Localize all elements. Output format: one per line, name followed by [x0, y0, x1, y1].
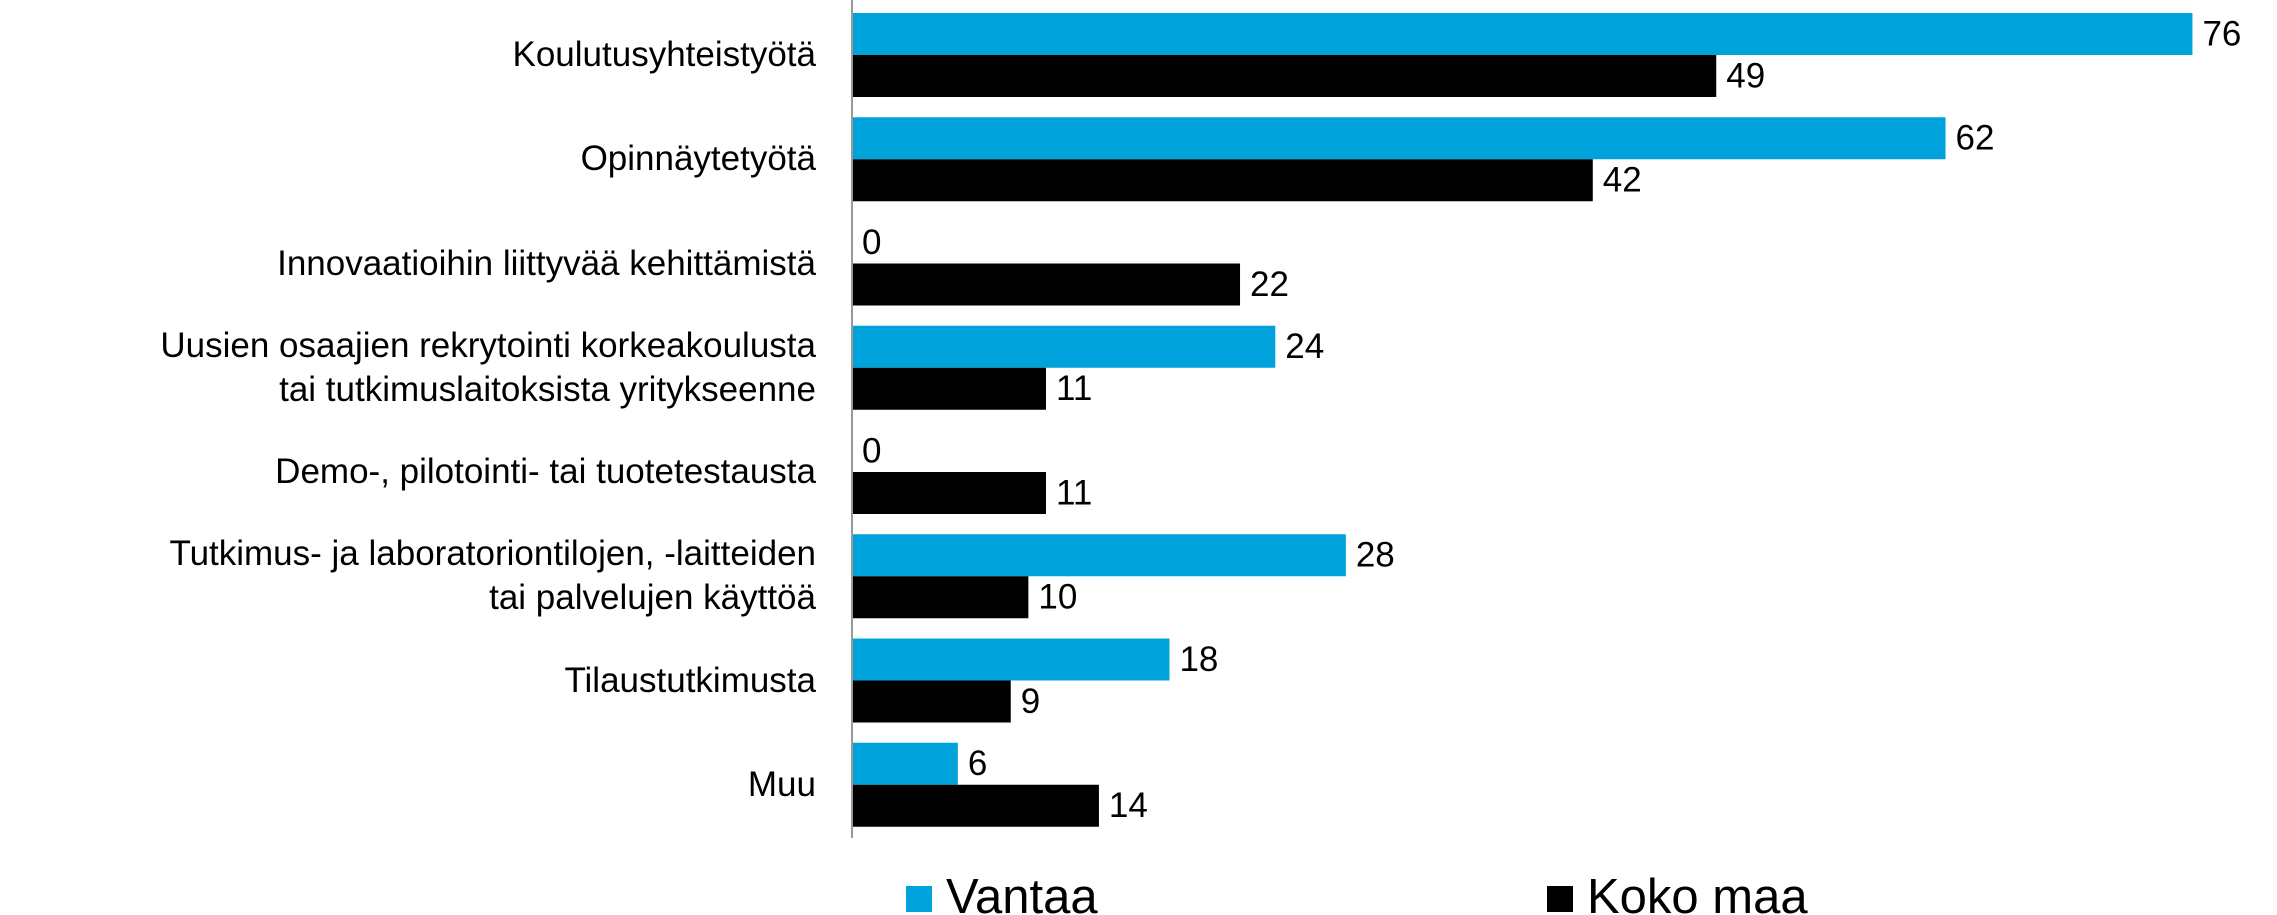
bar — [852, 534, 1346, 577]
bar — [852, 680, 1011, 723]
legend-swatch — [1547, 886, 1573, 912]
value-label: 42 — [1603, 161, 1642, 200]
bar — [852, 325, 1276, 368]
bar — [852, 742, 958, 785]
bar — [852, 638, 1170, 681]
category-label: Muu — [747, 764, 816, 804]
value-label: 11 — [1056, 369, 1092, 408]
category-label: Uusien osaajien rekrytointi korkeakoulus… — [160, 325, 816, 409]
value-label: 9 — [1021, 682, 1040, 721]
legend-swatch — [906, 886, 932, 912]
bar — [852, 117, 1946, 160]
value-label: 0 — [862, 431, 881, 470]
category-label: Tutkimus- ja laboratoriontilojen, -laitt… — [169, 534, 816, 618]
category-label: Demo-, pilotointi- tai tuotetestausta — [275, 452, 816, 491]
value-label: 10 — [1038, 578, 1077, 617]
value-label: 49 — [1726, 56, 1765, 95]
value-label: 76 — [2202, 14, 2241, 53]
value-label: 6 — [968, 744, 987, 783]
category-label: Tilaustutkimusta — [564, 660, 816, 700]
bar — [852, 576, 1029, 619]
category-label: Koulutusyhteistyötä — [512, 35, 816, 74]
value-label: 22 — [1250, 265, 1289, 304]
value-label: 18 — [1179, 640, 1218, 679]
bar — [852, 13, 2193, 55]
legend-label: Koko maa — [1587, 870, 1808, 915]
value-label: 28 — [1356, 536, 1395, 575]
bar — [852, 55, 1717, 97]
bar — [852, 367, 1047, 410]
category-label: Opinnäytetyötä — [580, 139, 816, 179]
value-label: 24 — [1285, 327, 1324, 366]
category-label: Innovaatioihin liittyvää kehittämistä — [277, 243, 816, 283]
value-label: 14 — [1109, 786, 1148, 825]
legend-label: Vantaa — [946, 870, 1098, 915]
bar — [852, 159, 1593, 202]
bar — [852, 784, 1099, 827]
value-label: 0 — [862, 223, 881, 262]
bar — [852, 472, 1047, 514]
value-label: 11 — [1056, 473, 1092, 512]
value-label: 62 — [1956, 119, 1995, 158]
bar — [852, 263, 1241, 306]
